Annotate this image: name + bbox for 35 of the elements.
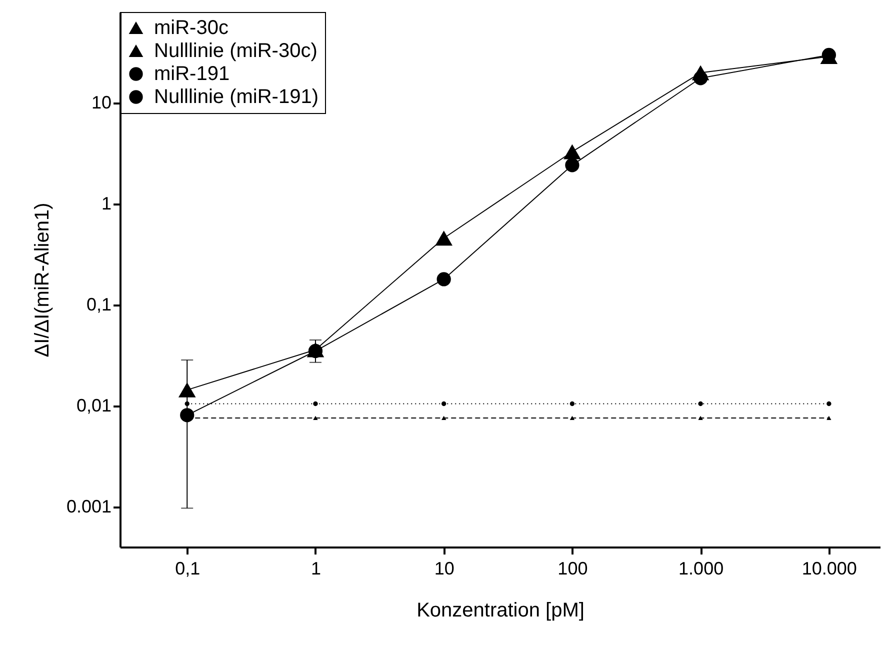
x-tick-label: 0,1 (175, 558, 200, 578)
y-tick-label: 10 (91, 92, 112, 113)
x-tick-label: 1.000 (678, 558, 724, 578)
y-tick-label: 0,1 (86, 294, 112, 314)
y-tick-label: 0.001 (66, 496, 112, 516)
point (570, 416, 575, 420)
point (441, 416, 446, 420)
point (570, 401, 575, 406)
y-axis-title: ΔI/ΔI(miR-Alien1) (31, 202, 54, 358)
x-axis-title: Konzentration [pM] (416, 600, 584, 622)
y-tick-label: 0,01 (76, 395, 112, 416)
point (826, 401, 832, 406)
x-tick-label: 100 (558, 558, 588, 578)
legend-label: Nulllinie (miR-191) (154, 86, 318, 108)
point (180, 408, 194, 422)
point (178, 382, 196, 398)
point (435, 230, 452, 246)
point (826, 416, 832, 420)
legend-label: miR-191 (154, 63, 230, 85)
point (313, 416, 318, 420)
y-tick-label: 1 (101, 194, 112, 214)
point (441, 401, 446, 406)
point (565, 158, 580, 172)
point (698, 416, 703, 420)
point (693, 71, 708, 86)
point (184, 401, 190, 406)
legend-label: miR-30c (154, 17, 228, 39)
point (698, 401, 703, 406)
x-tick-label: 10 (434, 558, 454, 578)
x-tick-label: 10.000 (802, 558, 857, 578)
point (436, 272, 451, 286)
point (313, 401, 318, 406)
point (564, 144, 581, 160)
legend-label: Nulllinie (miR-30c) (154, 40, 318, 62)
x-tick-label: 1 (310, 558, 321, 578)
